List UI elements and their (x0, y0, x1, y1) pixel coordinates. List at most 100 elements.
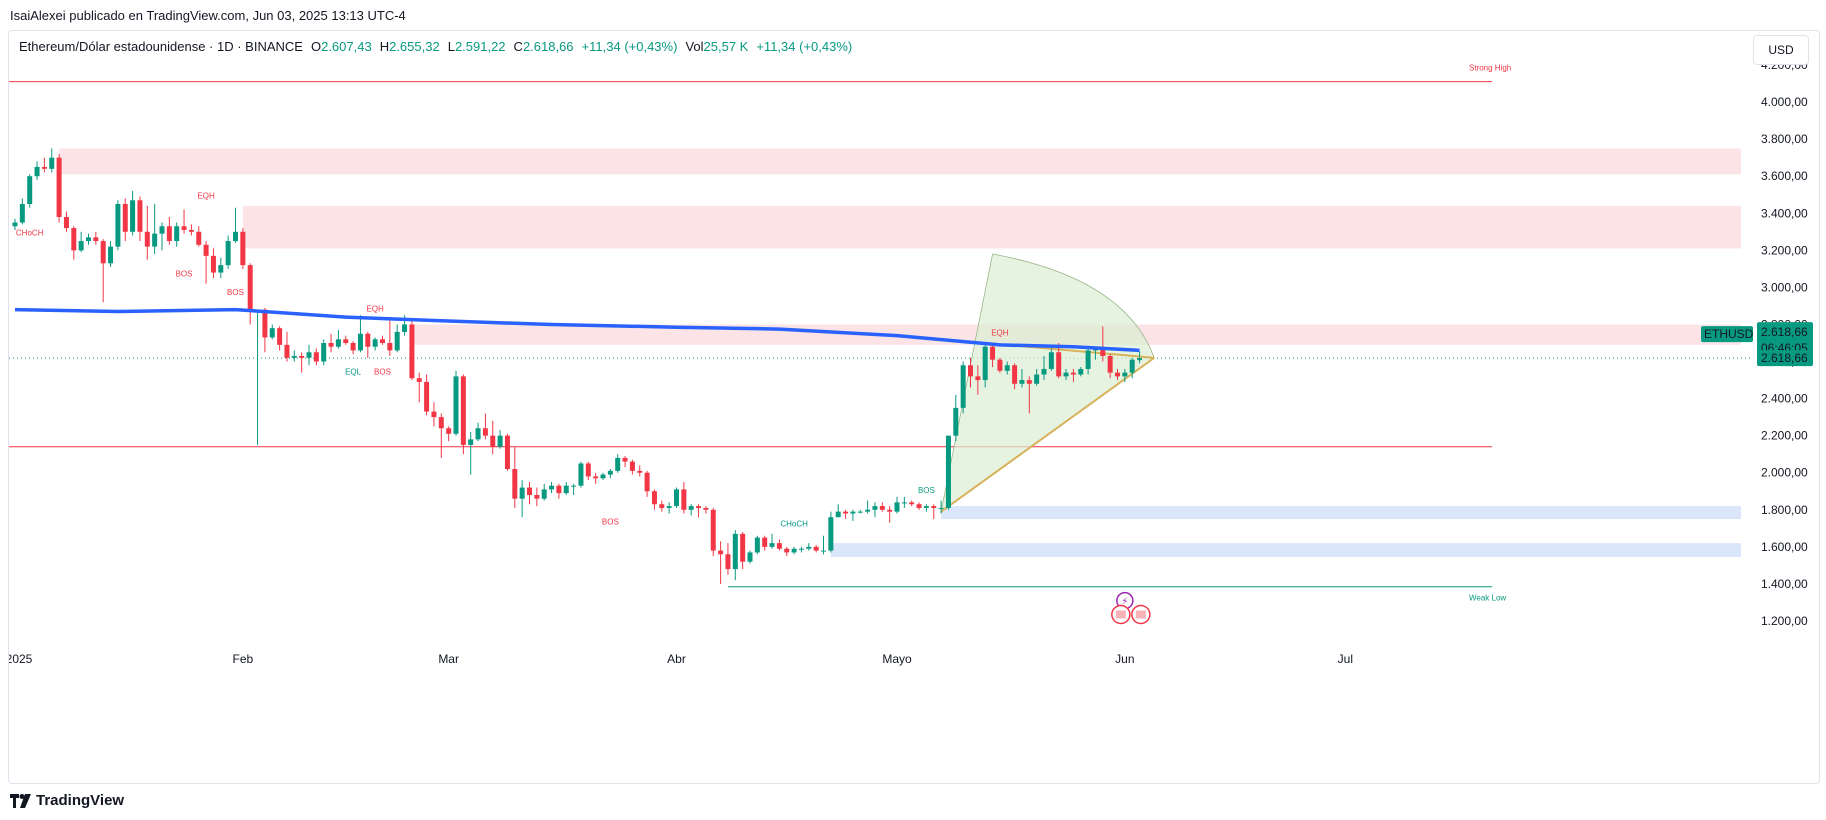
candle-body[interactable] (1012, 365, 1018, 384)
candle-body[interactable] (549, 485, 555, 490)
candle-body[interactable] (519, 487, 525, 499)
candle-body[interactable] (196, 231, 202, 245)
candle-body[interactable] (872, 506, 878, 510)
candle-body[interactable] (725, 554, 731, 570)
candle-body[interactable] (740, 533, 746, 562)
candle-body[interactable] (416, 378, 422, 382)
candle-body[interactable] (218, 265, 224, 273)
candle-body[interactable] (666, 506, 672, 508)
candle-body[interactable] (1078, 368, 1084, 375)
candle-body[interactable] (1122, 372, 1128, 377)
candle-body[interactable] (1085, 350, 1091, 369)
candle-body[interactable] (41, 166, 47, 169)
candle-body[interactable] (1100, 348, 1106, 356)
candle-body[interactable] (1107, 355, 1113, 373)
candle-body[interactable] (247, 265, 253, 312)
candle-body[interactable] (1070, 372, 1076, 375)
candle-body[interactable] (835, 511, 841, 518)
candle-body[interactable] (651, 491, 657, 505)
candle-body[interactable] (644, 472, 650, 492)
candle-body[interactable] (240, 231, 246, 266)
candle-body[interactable] (365, 333, 371, 347)
candle-body[interactable] (887, 509, 893, 512)
candle-body[interactable] (203, 244, 209, 256)
candle-body[interactable] (12, 222, 18, 227)
candle-body[interactable] (622, 457, 628, 462)
candle-body[interactable] (1004, 365, 1010, 371)
candle-body[interactable] (806, 546, 812, 549)
candle-body[interactable] (27, 176, 33, 204)
candle-body[interactable] (754, 537, 760, 553)
candle-body[interactable] (284, 344, 290, 358)
candle-body[interactable] (475, 428, 481, 440)
candle-body[interactable] (144, 231, 150, 247)
candle-body[interactable] (490, 435, 496, 447)
candle-body[interactable] (600, 474, 606, 479)
candle-body[interactable] (306, 352, 312, 358)
candle-body[interactable] (482, 428, 488, 436)
candle-body[interactable] (188, 229, 194, 232)
candle-body[interactable] (769, 543, 775, 547)
candle-body[interactable] (181, 226, 187, 230)
candle-body[interactable] (865, 509, 871, 512)
candle-body[interactable] (615, 457, 621, 471)
candle-body[interactable] (607, 470, 613, 475)
candle-body[interactable] (335, 339, 341, 347)
candle-body[interactable] (747, 552, 753, 562)
candle-body[interactable] (850, 511, 856, 514)
candle-body[interactable] (1129, 359, 1135, 373)
candle-body[interactable] (953, 407, 959, 436)
candle-body[interactable] (563, 485, 569, 494)
candle-body[interactable] (460, 376, 466, 445)
candle-body[interactable] (394, 331, 400, 351)
candle-body[interactable] (556, 485, 562, 494)
candle-body[interactable] (593, 476, 599, 479)
candle-body[interactable] (34, 166, 40, 177)
candle-body[interactable] (578, 463, 584, 486)
candle-body[interactable] (1026, 380, 1032, 384)
candle-body[interactable] (798, 548, 804, 550)
candle-body[interactable] (512, 469, 518, 499)
candle-body[interactable] (931, 506, 937, 508)
candle-body[interactable] (122, 204, 128, 232)
candle-body[interactable] (960, 365, 966, 408)
candle-body[interactable] (159, 226, 165, 234)
candle-body[interactable] (784, 548, 790, 553)
candle-body[interactable] (468, 439, 474, 445)
candle-body[interactable] (86, 237, 91, 242)
candle-body[interactable] (901, 502, 907, 504)
candle-body[interactable] (49, 157, 55, 169)
candle-body[interactable] (291, 355, 297, 358)
candle-body[interactable] (1056, 352, 1062, 377)
candle-body[interactable] (1019, 380, 1025, 384)
candle-body[interactable] (233, 231, 238, 242)
candle-body[interactable] (504, 435, 510, 470)
candle-body[interactable] (1041, 368, 1047, 375)
candle-body[interactable] (380, 339, 385, 343)
candle-body[interactable] (1063, 372, 1069, 377)
candle-body[interactable] (718, 550, 724, 555)
chart-canvas[interactable]: Strong High Weak Low CHoCH EQH BOS BOS EQH EQL B… (9, 31, 1819, 783)
candle-body[interactable] (821, 550, 826, 552)
candle-body[interactable] (791, 548, 797, 553)
candle-body[interactable] (732, 533, 738, 570)
candle-body[interactable] (534, 494, 540, 499)
candle-body[interactable] (100, 241, 106, 264)
candle-body[interactable] (762, 537, 768, 547)
candle-body[interactable] (916, 504, 922, 508)
tradingview-logo[interactable]: TradingView (10, 792, 124, 809)
candle-body[interactable] (277, 328, 283, 345)
candle-body[interactable] (210, 255, 216, 273)
candle-body[interactable] (982, 346, 988, 381)
candle-body[interactable] (637, 470, 643, 473)
candle-body[interactable] (19, 204, 25, 223)
candle-body[interactable] (938, 507, 944, 509)
candle-body[interactable] (527, 487, 532, 495)
candle-body[interactable] (828, 517, 834, 551)
candle-body[interactable] (78, 241, 84, 251)
candle-body[interactable] (843, 511, 849, 514)
candle-body[interactable] (909, 502, 915, 505)
candle-body[interactable] (945, 435, 951, 508)
candle-body[interactable] (372, 339, 378, 347)
currency-button[interactable]: USD (1753, 35, 1809, 65)
